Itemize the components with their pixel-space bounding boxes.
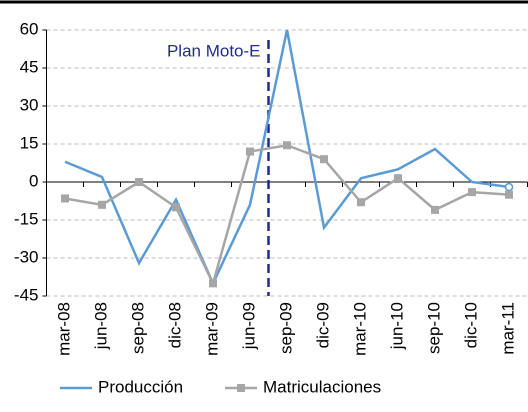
legend-label: Producción <box>98 377 183 396</box>
y-tick-label: -15 <box>14 209 39 228</box>
point-marker <box>357 198 365 207</box>
x-tick-label: mar-08 <box>54 302 73 356</box>
point-marker <box>505 190 513 199</box>
x-tick-label: jun-09 <box>239 302 258 350</box>
x-tick-label: mar-09 <box>202 302 221 356</box>
x-tick-label: sep-08 <box>128 302 147 354</box>
y-tick-label: 30 <box>20 95 39 114</box>
point-marker <box>98 200 106 209</box>
y-tick-label: -45 <box>14 285 39 304</box>
x-tick-label: jun-08 <box>91 302 110 350</box>
y-tick-label: -30 <box>14 247 39 266</box>
x-tick-label: sep-10 <box>424 302 443 354</box>
y-tick-label: 45 <box>20 57 39 76</box>
point-marker <box>504 182 514 192</box>
x-tick-label: dic-08 <box>165 302 184 348</box>
y-tick-label: 0 <box>29 171 38 190</box>
x-tick-label: sep-09 <box>276 302 295 354</box>
legend-label: Matriculaciones <box>263 377 381 396</box>
annotation: Plan Moto-E <box>167 41 261 60</box>
x-tick-label: dic-10 <box>461 302 480 348</box>
point-marker <box>246 147 254 156</box>
series-line <box>64 143 510 287</box>
point-marker <box>209 279 217 288</box>
x-tick-label: mar-10 <box>350 302 369 356</box>
legend-marker <box>237 384 245 392</box>
point-marker <box>431 205 439 214</box>
x-tick-label: mar-11 <box>498 302 517 355</box>
point-marker <box>394 174 402 183</box>
series-line <box>64 29 510 287</box>
point-marker <box>172 203 180 212</box>
point-marker <box>283 141 291 150</box>
x-tick-label: jun-10 <box>387 302 406 350</box>
x-tick-label: dic-09 <box>313 302 332 348</box>
y-tick-label: 15 <box>20 133 39 152</box>
point-marker <box>61 194 69 203</box>
point-marker <box>135 178 143 186</box>
y-tick-label: 60 <box>20 19 39 38</box>
point-marker <box>320 155 328 164</box>
point-marker <box>468 188 476 197</box>
